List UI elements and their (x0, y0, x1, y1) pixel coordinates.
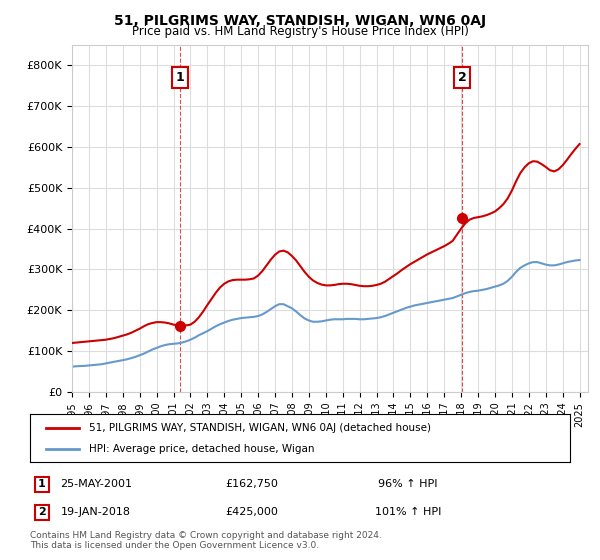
Text: 101% ↑ HPI: 101% ↑ HPI (375, 507, 441, 517)
Text: Contains HM Land Registry data © Crown copyright and database right 2024.
This d: Contains HM Land Registry data © Crown c… (30, 530, 382, 550)
Text: HPI: Average price, detached house, Wigan: HPI: Average price, detached house, Wiga… (89, 444, 315, 454)
Text: 51, PILGRIMS WAY, STANDISH, WIGAN, WN6 0AJ: 51, PILGRIMS WAY, STANDISH, WIGAN, WN6 0… (114, 14, 486, 28)
Text: 96% ↑ HPI: 96% ↑ HPI (378, 479, 438, 489)
Text: 19-JAN-2018: 19-JAN-2018 (61, 507, 131, 517)
Text: 1: 1 (38, 479, 46, 489)
Text: 2: 2 (458, 71, 466, 84)
Text: 2: 2 (38, 507, 46, 517)
Text: £162,750: £162,750 (226, 479, 278, 489)
Text: Price paid vs. HM Land Registry's House Price Index (HPI): Price paid vs. HM Land Registry's House … (131, 25, 469, 38)
Text: 1: 1 (176, 71, 184, 84)
Text: 25-MAY-2001: 25-MAY-2001 (60, 479, 132, 489)
Text: 51, PILGRIMS WAY, STANDISH, WIGAN, WN6 0AJ (detached house): 51, PILGRIMS WAY, STANDISH, WIGAN, WN6 0… (89, 423, 431, 433)
Text: £425,000: £425,000 (226, 507, 278, 517)
